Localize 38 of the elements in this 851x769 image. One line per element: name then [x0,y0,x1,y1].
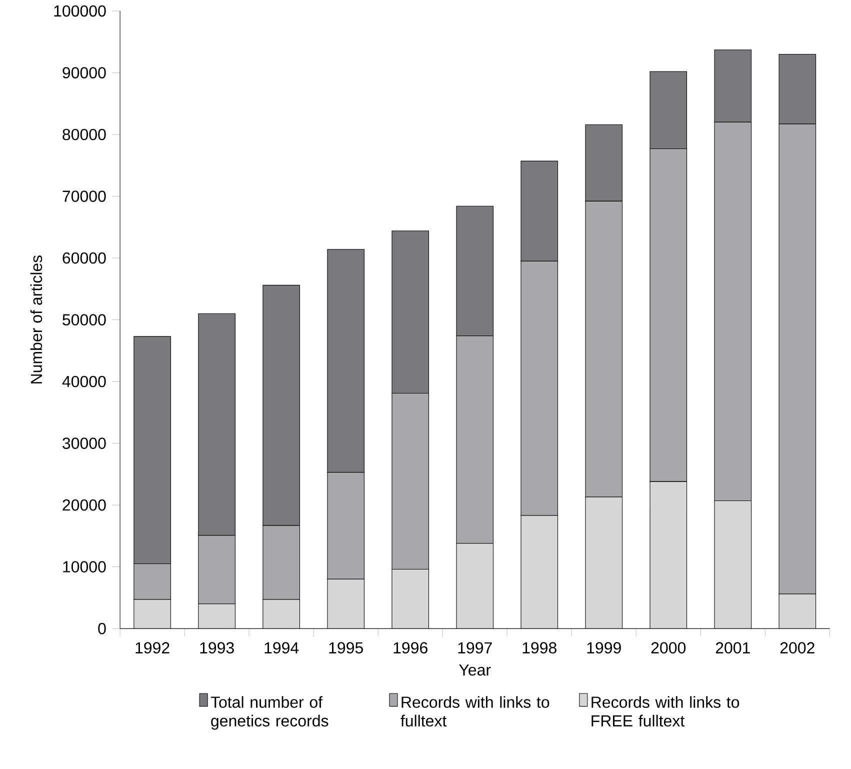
x-tick-label: 1994 [264,642,299,654]
x-tick-label: 2001 [716,642,750,654]
y-tick-label: 70000 [62,190,106,202]
x-tick-label: 1997 [458,642,492,654]
x-tick-label: 1993 [200,642,234,654]
y-tick-label: 90000 [62,67,106,79]
y-tick-label: 50000 [62,314,106,326]
legend-label: Records with links to fulltext [400,696,550,727]
y-tick-label: 60000 [62,252,106,264]
bar [650,482,687,629]
y-tick-label: 0 [98,623,106,634]
bar [714,500,752,629]
legend-label: Records with links to FREE fulltext [592,696,740,727]
bar [778,594,816,629]
y-tick-label: 40000 [62,376,106,388]
bar [198,604,236,629]
y-axis-title: Number of articles [30,256,42,384]
bar [456,544,494,629]
x-axis-title: Year [459,664,491,676]
y-tick-label: 30000 [62,438,106,450]
x-tick-label: 1999 [587,642,621,654]
y-tick-label: 80000 [62,129,106,140]
x-tick-label: 1996 [394,642,428,654]
x-tick-label: 2002 [780,642,814,654]
bar [392,569,429,629]
bar [585,497,622,629]
x-tick-label: 1995 [329,642,363,654]
y-tick-label: 10000 [63,561,106,573]
bar [520,516,558,629]
bar [134,600,171,629]
y-tick-label: 100000 [54,6,106,17]
bar [327,579,364,629]
x-tick-label: 1992 [136,642,170,654]
y-tick-label: 20000 [62,500,106,511]
bar [262,600,300,629]
legend-label: Total number of genetics records [210,696,328,730]
x-tick-label: 1998 [522,642,556,654]
x-tick-label: 2000 [651,642,686,654]
